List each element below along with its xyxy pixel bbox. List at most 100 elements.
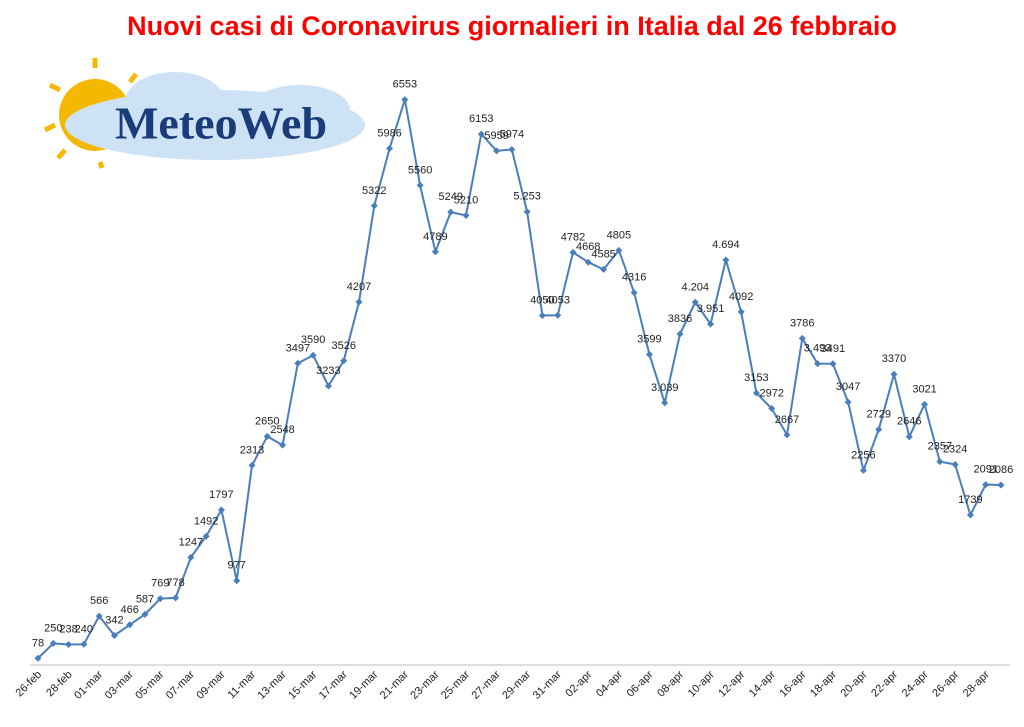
x-tick-label: 03-mar xyxy=(103,668,136,701)
value-label: 3491 xyxy=(821,343,845,355)
x-tick-label: 17-mar xyxy=(317,668,350,701)
x-tick-label: 14-apr xyxy=(747,668,778,699)
logo: MeteoWeb xyxy=(43,58,365,169)
value-label: 4782 xyxy=(561,231,585,243)
marker xyxy=(737,308,745,316)
x-tick-label: 26-apr xyxy=(930,668,961,699)
marker xyxy=(416,181,424,189)
marker xyxy=(645,350,653,358)
value-label: 1492 xyxy=(194,515,218,527)
marker xyxy=(798,334,806,342)
marker xyxy=(65,640,73,648)
x-tick-label: 23-mar xyxy=(408,668,441,701)
value-label: 4316 xyxy=(622,272,646,284)
value-label: 587 xyxy=(136,593,154,605)
marker xyxy=(783,431,791,439)
value-label: 466 xyxy=(121,604,139,616)
x-tick-label: 06-apr xyxy=(625,668,656,699)
value-label: 342 xyxy=(105,614,123,626)
marker xyxy=(569,248,577,256)
value-label: 250 xyxy=(44,622,62,634)
value-label: 4.204 xyxy=(682,281,710,293)
marker xyxy=(661,399,669,407)
marker xyxy=(263,432,271,440)
marker xyxy=(508,146,516,154)
marker xyxy=(905,433,913,441)
value-label: 3233 xyxy=(316,365,340,377)
x-tick-label: 09-mar xyxy=(194,668,227,701)
value-label: 2091 xyxy=(973,464,997,476)
value-label: 5974 xyxy=(500,129,524,141)
marker xyxy=(936,458,944,466)
x-tick-label: 18-apr xyxy=(808,668,839,699)
marker xyxy=(370,202,378,210)
x-tick-label: 24-apr xyxy=(900,668,931,699)
value-label: 4053 xyxy=(545,294,569,306)
x-tick-label: 21-mar xyxy=(378,668,411,701)
value-label: 3497 xyxy=(286,342,310,354)
marker xyxy=(462,211,470,219)
value-label: 240 xyxy=(75,623,93,635)
value-label: 2650 xyxy=(255,415,279,427)
value-label: 4050 xyxy=(530,295,554,307)
value-label: 778 xyxy=(166,577,184,589)
value-label: 4668 xyxy=(576,241,600,253)
value-label: 566 xyxy=(90,595,108,607)
marker xyxy=(982,481,990,489)
marker xyxy=(217,506,225,514)
marker xyxy=(584,258,592,266)
marker xyxy=(447,208,455,216)
marker xyxy=(309,351,317,359)
value-label: 3.039 xyxy=(651,382,679,394)
x-tick-label: 27-mar xyxy=(470,668,503,701)
x-tick-label: 10-apr xyxy=(686,668,717,699)
x-tick-label: 07-mar xyxy=(164,668,197,701)
value-label: 4.694 xyxy=(712,239,740,251)
x-tick-label: 28-apr xyxy=(961,668,992,699)
value-label: 2324 xyxy=(943,443,967,455)
x-tick-label: 12-apr xyxy=(716,668,747,699)
value-label: 6153 xyxy=(469,113,493,125)
value-label: 5.253 xyxy=(513,191,541,203)
x-tick-label: 31-mar xyxy=(531,668,564,701)
value-label: 4805 xyxy=(607,229,631,241)
value-label: 769 xyxy=(151,578,169,590)
x-tick-label: 29-mar xyxy=(500,668,533,701)
x-tick-label: 25-mar xyxy=(439,668,472,701)
marker xyxy=(768,405,776,413)
marker xyxy=(554,311,562,319)
value-label: 3590 xyxy=(301,334,325,346)
marker xyxy=(324,382,332,390)
marker xyxy=(141,610,149,618)
value-label: 1739 xyxy=(958,494,982,506)
marker xyxy=(997,481,1005,489)
marker xyxy=(294,359,302,367)
line xyxy=(37,99,1002,659)
value-label: 2086 xyxy=(989,464,1013,476)
marker xyxy=(80,640,88,648)
marker xyxy=(233,577,241,585)
value-label: 3836 xyxy=(668,313,692,325)
marker xyxy=(951,460,959,468)
marker xyxy=(844,398,852,406)
logo-text: MeteoWeb xyxy=(115,98,327,149)
value-label: 4092 xyxy=(729,291,753,303)
x-tick-label: 05-mar xyxy=(133,668,166,701)
marker xyxy=(707,320,715,328)
marker xyxy=(95,612,103,620)
marker xyxy=(401,96,409,104)
x-tick-label: 08-apr xyxy=(655,668,686,699)
marker xyxy=(966,511,974,519)
x-tick-label: 04-apr xyxy=(594,668,625,699)
value-label: 5210 xyxy=(454,194,478,206)
value-label: 5959 xyxy=(484,130,508,142)
marker xyxy=(615,246,623,254)
marker xyxy=(110,631,118,639)
value-label: 2646 xyxy=(897,416,921,428)
value-label: 2357 xyxy=(928,441,952,453)
x-tick-label: 02-apr xyxy=(563,668,594,699)
marker xyxy=(752,389,760,397)
value-label: 2972 xyxy=(759,388,783,400)
value-label: 4789 xyxy=(423,231,447,243)
value-label: 2313 xyxy=(240,444,264,456)
